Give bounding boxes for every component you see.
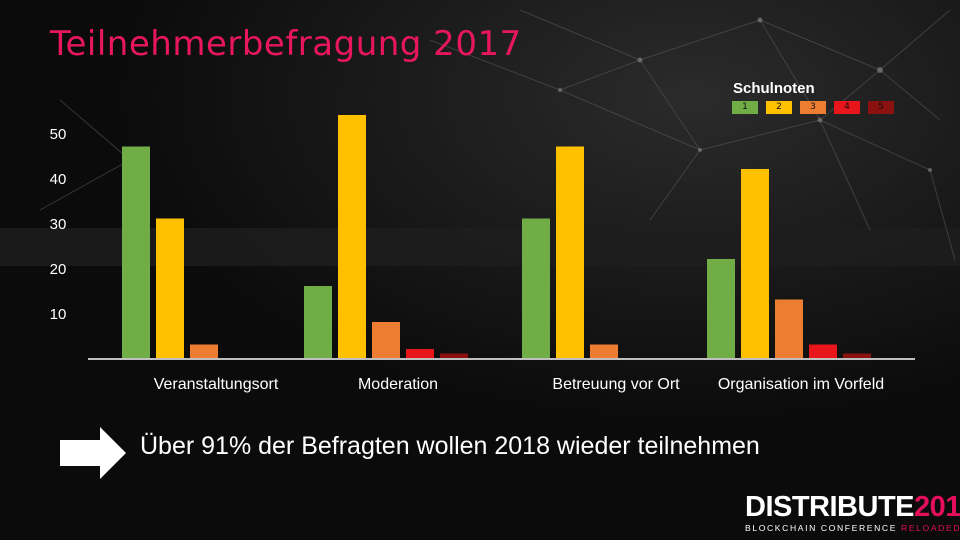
y-tick-label-50: 50 (50, 126, 67, 143)
category-label-betreuung: Betreuung vor Ort (552, 376, 680, 393)
bar-betreuung-vor-ort-note-3 (590, 344, 618, 358)
category-label-veranstaltungsort: Veranstaltungsort (153, 376, 279, 393)
bar-moderation-note-1 (304, 286, 332, 358)
legend-swatch-1: 1 (732, 101, 758, 114)
bar-organisation-im-vorfeld-note-2 (741, 169, 769, 358)
category-label-organisation: Organisation im Vorfeld (717, 376, 885, 393)
y-tick-label-10: 10 (50, 306, 67, 323)
logo-sub-accent: RELOADED (901, 523, 960, 533)
slide-title: Teilnehmerbefragung 2017 (50, 24, 522, 64)
category-label-moderation: Moderation (357, 376, 439, 393)
bar-organisation-im-vorfeld-note-4 (809, 344, 837, 358)
y-tick-label-20: 20 (50, 261, 67, 278)
bar-veranstaltungsort-note-1 (122, 146, 150, 358)
logo-sub-text: BLOCKCHAIN CONFERENCE (745, 523, 902, 533)
legend-swatch-2: 2 (766, 101, 792, 114)
y-tick-label-40: 40 (50, 171, 67, 188)
bar-organisation-im-vorfeld-note-3 (775, 299, 803, 358)
bar-organisation-im-vorfeld-note-5 (843, 353, 871, 358)
bar-veranstaltungsort-note-2 (156, 218, 184, 358)
distribute-logo: DISTRIBUTE2018 BLOCKCHAIN CONFERENCE REL… (745, 491, 960, 534)
legend-swatch-4: 4 (834, 101, 860, 114)
y-tick-label-30: 30 (50, 216, 67, 233)
bar-moderation-note-3 (372, 322, 400, 358)
legend-title: Schulnoten (733, 80, 815, 97)
legend-swatch-5: 5 (868, 101, 894, 114)
bar-moderation-note-4 (406, 349, 434, 358)
bar-organisation-im-vorfeld-note-1 (707, 259, 735, 358)
bar-betreuung-vor-ort-note-2 (556, 146, 584, 358)
bar-moderation-note-2 (338, 115, 366, 358)
bar-betreuung-vor-ort-note-1 (522, 218, 550, 358)
legend: 1 2 3 4 5 (732, 101, 894, 114)
logo-main-text: DISTRIBUTE (745, 491, 915, 523)
bar-moderation-note-5 (440, 353, 468, 358)
logo-year: 2018 (914, 491, 960, 523)
callout-text: Über 91% der Befragten wollen 2018 wiede… (140, 432, 760, 460)
legend-swatch-3: 3 (800, 101, 826, 114)
bar-chart: 10 20 30 40 50 (50, 115, 915, 360)
arrow-right-icon (60, 427, 126, 479)
bar-veranstaltungsort-note-3 (190, 344, 218, 358)
